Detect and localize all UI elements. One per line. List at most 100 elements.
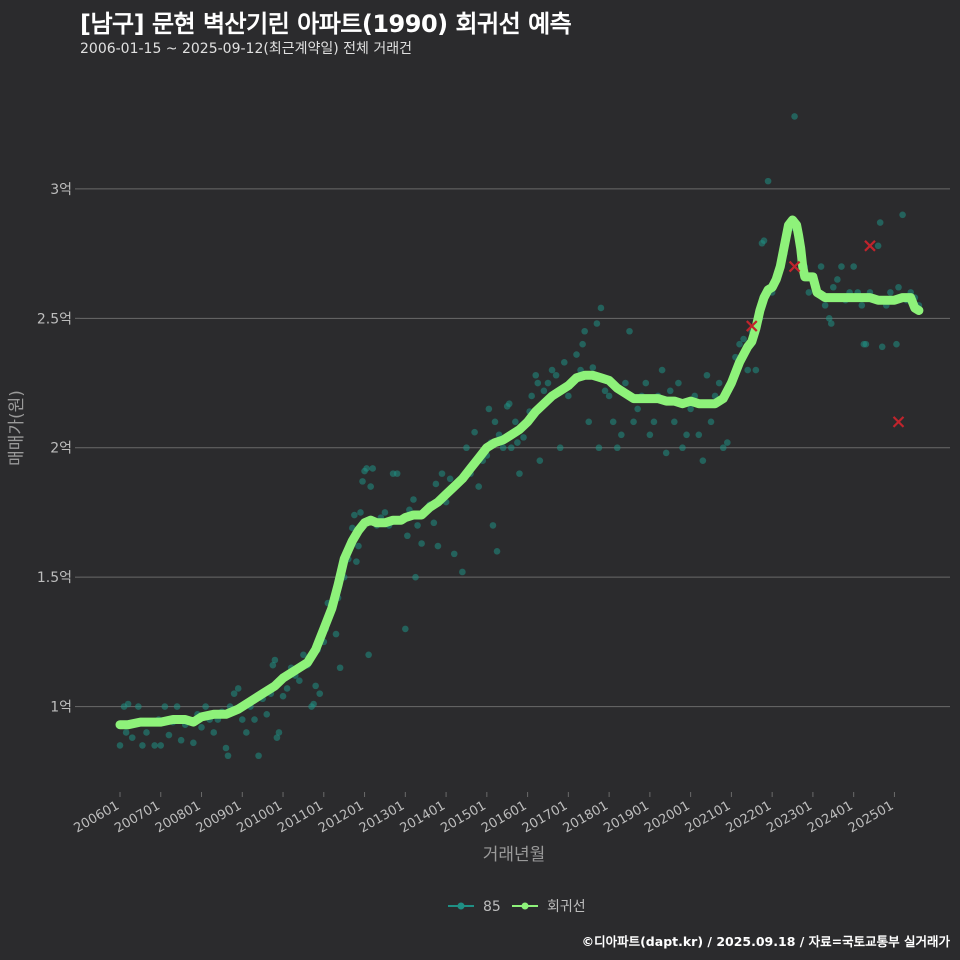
grid-lines (80, 188, 950, 708)
cancelled-marker (788, 260, 801, 273)
legend: 85 회귀선 (448, 899, 586, 915)
x-tick-label: 201801 (561, 798, 611, 836)
scatter-point (579, 340, 586, 348)
scatter-point (450, 550, 458, 558)
scatter-point (512, 418, 519, 426)
scatter-point (124, 700, 132, 708)
scatter-point (271, 656, 279, 664)
scatter-point (534, 379, 542, 387)
scatter-point (703, 371, 711, 379)
scatter-point (581, 327, 588, 335)
scatter-point (238, 716, 246, 723)
scatter-point (143, 729, 150, 736)
scatter-point (544, 379, 552, 387)
source-caption: ©디아파트(dapt.kr) / 2025.09.18 / 자료=국토교통부 실… (581, 934, 950, 949)
scatter-point (128, 734, 136, 741)
scatter-point (369, 465, 377, 472)
regression-line (115, 215, 924, 730)
scatter-point (679, 444, 686, 452)
x-tick-label: 201301 (357, 798, 407, 836)
scatter-point (198, 723, 205, 731)
scatter-point (432, 480, 440, 488)
y-tick-label: 3억 (50, 182, 72, 198)
scatter-point (862, 340, 870, 348)
scatter-point (585, 418, 593, 426)
scatter-point (475, 483, 482, 490)
scatter-point (626, 327, 633, 335)
scatter-point (251, 716, 258, 723)
scatter-point (161, 703, 169, 710)
scatter-point (597, 304, 605, 312)
scatter-point (300, 651, 307, 659)
scatter-point (402, 625, 409, 633)
cancelled-marker (745, 320, 758, 332)
scatter-point (760, 237, 768, 244)
scatter-point (838, 263, 845, 270)
scatter-point (532, 371, 540, 379)
scatter-point (116, 742, 124, 749)
scatter-point (491, 418, 499, 426)
legend-swatch-dot (457, 902, 465, 910)
scatter-point (634, 405, 641, 413)
x-tick-label: 201901 (601, 798, 651, 836)
scatter-point (605, 392, 613, 400)
scatter-point (895, 283, 902, 291)
scatter-point (499, 444, 507, 452)
scatter-point (410, 496, 417, 503)
scatter-point (222, 744, 230, 752)
x-tick-label: 202401 (805, 798, 855, 836)
scatter-point (367, 483, 374, 490)
scatter-point (876, 219, 884, 226)
scatter-point (858, 302, 866, 309)
scatter-point (507, 444, 515, 452)
scatter-point (613, 444, 621, 452)
scatter-point (646, 431, 654, 439)
scatter-point (827, 320, 835, 327)
scatter-point (412, 573, 419, 581)
scatter-point (662, 449, 670, 457)
scatter-point (724, 439, 731, 446)
scatter-point (493, 547, 501, 555)
scatter-point (263, 711, 271, 718)
scatter-point (393, 470, 401, 477)
scatter-point (365, 651, 372, 659)
scatter-point (666, 387, 674, 395)
x-tick-label: 201201 (316, 798, 366, 836)
scatter-point (434, 542, 442, 550)
scatter-point (878, 343, 886, 351)
scatter-point (359, 478, 366, 485)
x-axis-label: 거래년월 (483, 845, 546, 865)
x-tick-label: 200701 (112, 798, 162, 836)
scatter-point (336, 664, 344, 672)
scatter-point (573, 351, 580, 358)
scatter-point (850, 263, 857, 270)
scatter-point (683, 431, 690, 439)
scatter-point (556, 444, 564, 452)
scatter-point (177, 736, 185, 744)
scatter-point (589, 364, 597, 371)
scatter-point (355, 542, 362, 550)
scatter-point (887, 289, 894, 296)
scatter-point (255, 752, 262, 760)
scatter-point (834, 276, 841, 283)
x-tick-label: 201401 (398, 798, 448, 836)
scatter-point (269, 661, 277, 669)
scatter-point (157, 742, 165, 749)
scatter-point (471, 428, 478, 436)
scatter-point (630, 418, 637, 426)
y-tick-label: 2억 (50, 441, 72, 457)
scatter-point (463, 444, 470, 452)
x-tick-label: 202301 (764, 798, 814, 836)
scatter-point (459, 568, 466, 576)
scatter-point (485, 405, 493, 413)
scatter-point (414, 522, 421, 529)
scatter-point (740, 335, 747, 343)
scatter-point (540, 387, 548, 395)
cancelled-marker (892, 416, 905, 428)
scatter-point (139, 742, 146, 749)
y-tick-label: 2.5억 (37, 311, 72, 327)
scatter-point (489, 522, 497, 529)
scatter-point (516, 470, 523, 477)
scatter-point (283, 685, 291, 692)
x-tick-label: 201601 (479, 798, 529, 836)
